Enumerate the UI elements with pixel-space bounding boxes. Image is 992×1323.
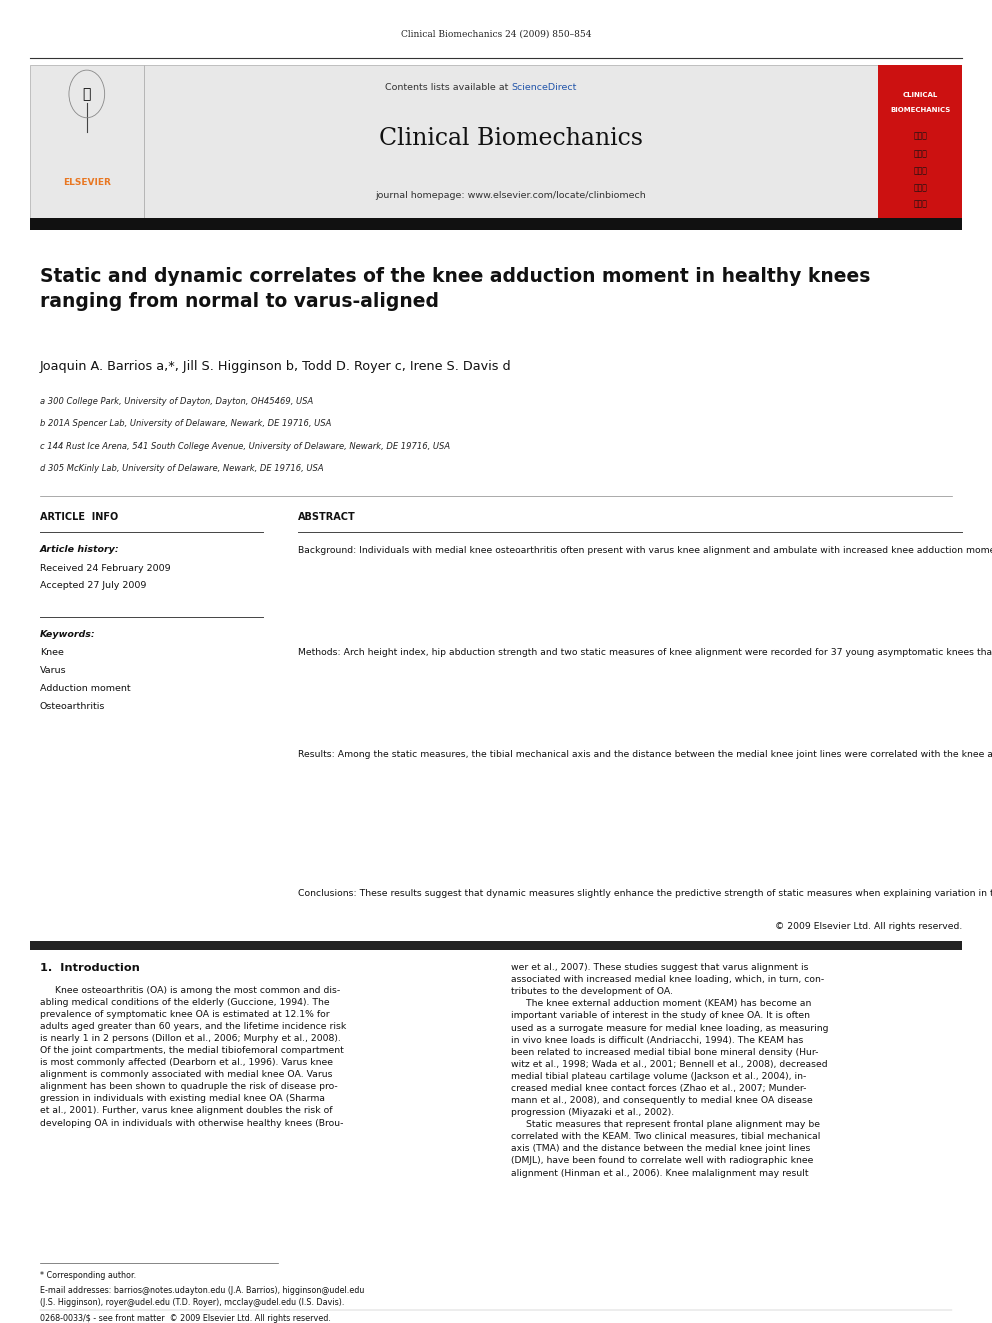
Text: c 144 Rust Ice Arena, 541 South College Avenue, University of Delaware, Newark, : c 144 Rust Ice Arena, 541 South College … — [40, 442, 449, 451]
Text: 🌿: 🌿 — [82, 87, 91, 101]
Text: Clinical Biomechanics: Clinical Biomechanics — [379, 127, 643, 151]
Text: Received 24 February 2009: Received 24 February 2009 — [40, 564, 171, 573]
Text: Background: Individuals with medial knee osteoarthritis often present with varus: Background: Individuals with medial knee… — [298, 546, 992, 556]
Text: Static and dynamic correlates of the knee adduction moment in healthy knees
rang: Static and dynamic correlates of the kne… — [40, 267, 870, 311]
Text: ELSEVIER: ELSEVIER — [62, 179, 111, 187]
Text: journal homepage: www.elsevier.com/locate/clinbiomech: journal homepage: www.elsevier.com/locat… — [376, 192, 646, 200]
Text: d 305 McKinly Lab, University of Delaware, Newark, DE 19716, USA: d 305 McKinly Lab, University of Delawar… — [40, 464, 323, 474]
Text: Article history:: Article history: — [40, 545, 119, 554]
Text: ∿∿∿: ∿∿∿ — [914, 132, 927, 140]
Text: * Corresponding author.: * Corresponding author. — [40, 1271, 136, 1281]
Text: 0268-0033/$ - see front matter  © 2009 Elsevier Ltd. All rights reserved.: 0268-0033/$ - see front matter © 2009 El… — [40, 1314, 330, 1323]
Text: Knee: Knee — [40, 648, 63, 658]
Text: Adduction moment: Adduction moment — [40, 684, 130, 693]
Text: ARTICLE  INFO: ARTICLE INFO — [40, 512, 118, 523]
Text: ABSTRACT: ABSTRACT — [298, 512, 355, 523]
Text: wer et al., 2007). These studies suggest that varus alignment is
associated with: wer et al., 2007). These studies suggest… — [511, 963, 828, 1177]
Text: (J.S. Higginson), royer@udel.edu (T.D. Royer), mcclay@udel.edu (I.S. Davis).: (J.S. Higginson), royer@udel.edu (T.D. R… — [40, 1298, 344, 1307]
Text: a 300 College Park, University of Dayton, Dayton, OH45469, USA: a 300 College Park, University of Dayton… — [40, 397, 312, 406]
Text: BIOMECHANICS: BIOMECHANICS — [890, 107, 950, 112]
Bar — [878, 65, 962, 218]
Bar — [30, 65, 144, 218]
Bar — [30, 941, 962, 950]
Text: 1.  Introduction: 1. Introduction — [40, 963, 140, 974]
Text: Clinical Biomechanics 24 (2009) 850–854: Clinical Biomechanics 24 (2009) 850–854 — [401, 30, 591, 38]
Text: Contents lists available at: Contents lists available at — [385, 83, 511, 91]
Text: CLINICAL: CLINICAL — [903, 93, 937, 98]
Text: ∿∿∿: ∿∿∿ — [914, 200, 927, 208]
Text: Accepted 27 July 2009: Accepted 27 July 2009 — [40, 581, 146, 590]
Text: ∿∿∿: ∿∿∿ — [914, 149, 927, 157]
Text: ∿∿∿: ∿∿∿ — [914, 184, 927, 192]
Text: Osteoarthritis: Osteoarthritis — [40, 701, 105, 710]
Text: Varus: Varus — [40, 665, 66, 675]
Text: Results: Among the static measures, the tibial mechanical axis and the distance : Results: Among the static measures, the … — [298, 750, 992, 759]
Text: Methods: Arch height index, hip abduction strength and two static measures of kn: Methods: Arch height index, hip abductio… — [298, 648, 992, 658]
Text: ScienceDirect: ScienceDirect — [511, 83, 576, 91]
Text: E-mail addresses: barrios@notes.udayton.edu (J.A. Barrios), higginson@udel.edu: E-mail addresses: barrios@notes.udayton.… — [40, 1286, 364, 1295]
Text: ∿∿∿: ∿∿∿ — [914, 167, 927, 175]
Bar — [30, 218, 962, 230]
Text: Joaquin A. Barrios a,*, Jill S. Higginson b, Todd D. Royer c, Irene S. Davis d: Joaquin A. Barrios a,*, Jill S. Higginso… — [40, 360, 511, 373]
Text: © 2009 Elsevier Ltd. All rights reserved.: © 2009 Elsevier Ltd. All rights reserved… — [775, 922, 962, 931]
Text: Conclusions: These results suggest that dynamic measures slightly enhance the pr: Conclusions: These results suggest that … — [298, 889, 992, 898]
Bar — [144, 65, 878, 218]
Text: Knee osteoarthritis (OA) is among the most common and dis-
abling medical condit: Knee osteoarthritis (OA) is among the mo… — [40, 986, 346, 1127]
Text: Keywords:: Keywords: — [40, 630, 95, 639]
Text: b 201A Spencer Lab, University of Delaware, Newark, DE 19716, USA: b 201A Spencer Lab, University of Delawa… — [40, 419, 331, 429]
